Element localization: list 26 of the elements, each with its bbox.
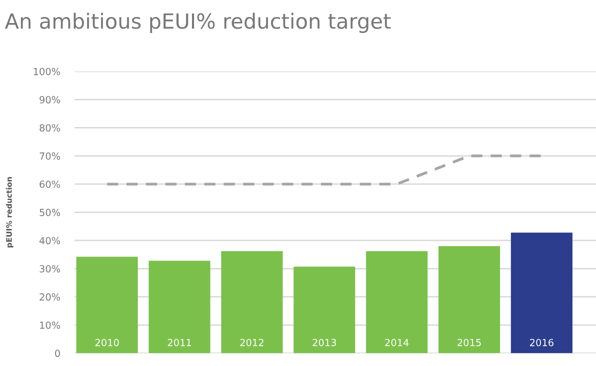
x-tick-label: 2013	[312, 338, 336, 346]
y-tick-label: 70%	[40, 152, 60, 160]
chart-title: An ambitious pEUI% reduction target	[4, 12, 391, 33]
y-tick-label: 30%	[40, 265, 60, 272]
y-tick-label: 80%	[40, 124, 60, 132]
y-tick-label: 100%	[34, 68, 60, 76]
y-tick-label: 20%	[40, 293, 60, 301]
bar	[221, 251, 283, 354]
bar	[294, 266, 356, 354]
x-tick-label: 2010	[95, 338, 119, 346]
x-tick-label: 2014	[385, 338, 409, 346]
bar	[438, 246, 500, 354]
y-tick-label: 10%	[40, 321, 60, 329]
bar	[366, 251, 428, 354]
y-tick-label: 0	[55, 350, 60, 358]
x-tick-label: 2011	[168, 338, 191, 346]
bar	[510, 232, 572, 354]
x-tick-label: 2015	[458, 338, 481, 346]
x-tick-label: 2016	[530, 338, 554, 346]
y-tick-label: 60%	[40, 180, 60, 188]
bar	[76, 256, 138, 354]
bar	[148, 260, 210, 354]
y-tick-label: 50%	[40, 208, 60, 216]
y-tick-label: 40%	[39, 236, 60, 244]
x-tick-label: 2012	[240, 338, 264, 346]
y-tick-label: 90%	[40, 96, 60, 104]
